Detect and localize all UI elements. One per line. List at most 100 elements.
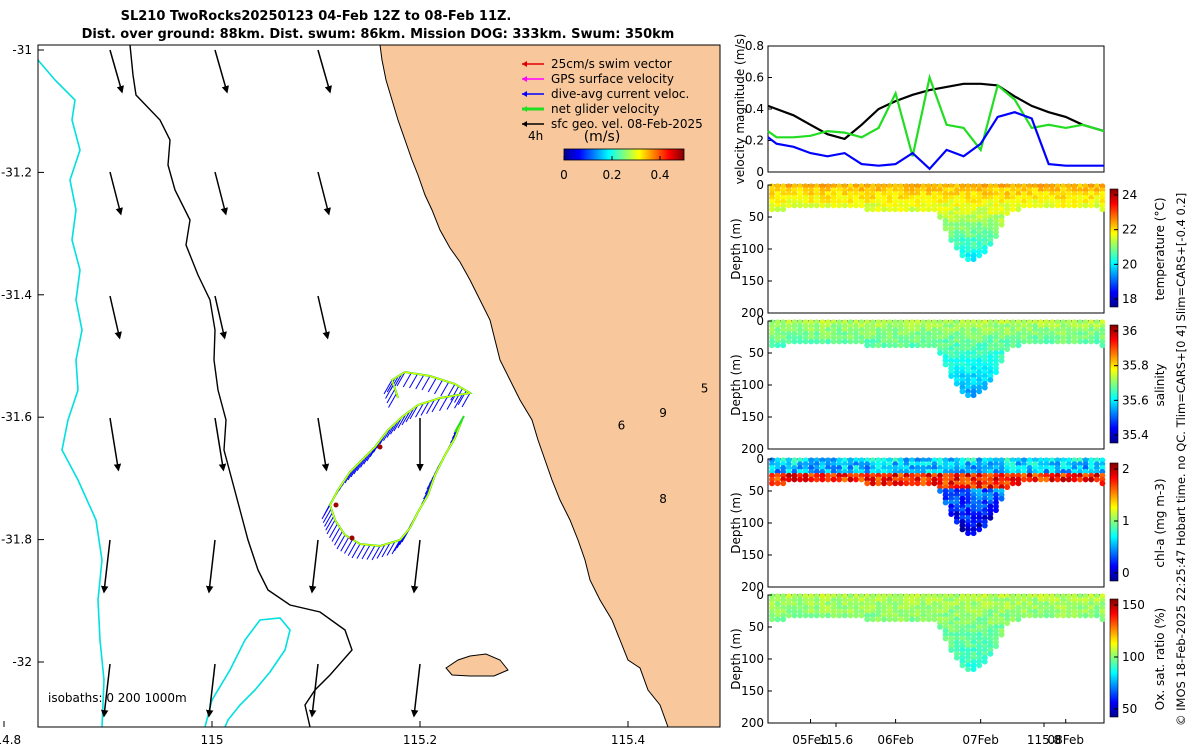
section-sample: [1009, 342, 1016, 349]
map-lon-tick-labels: 114.8 115 115.2 115.4 115.6 115.8: [0, 721, 1061, 747]
section-sample: [925, 342, 932, 349]
legend-arrowhead: [522, 61, 527, 67]
dive-avg-current-vector: [450, 386, 460, 401]
colorbar-label: chl-a (mg m-3): [1153, 478, 1167, 567]
colorbar-label: Ox. sat. ratio (%): [1153, 608, 1167, 710]
section-sample: [769, 480, 775, 487]
lat-tick-label: -31.4: [1, 288, 32, 302]
colorbar-tick: 35.8: [1122, 359, 1149, 373]
section-sample: [1026, 612, 1033, 619]
depth-ytick: 0: [756, 452, 764, 466]
section-sample: [780, 342, 787, 349]
depth-ytick: 100: [741, 652, 764, 666]
section-sample: [774, 206, 781, 213]
section-sample: [959, 662, 966, 669]
section-sample: [1004, 346, 1011, 353]
section-sample: [1021, 612, 1027, 619]
velocity-axes: [767, 45, 1105, 173]
section-sample: [1088, 476, 1095, 483]
legend-arrowhead: [522, 91, 527, 97]
section-sample: [881, 342, 887, 349]
section-sample: [847, 612, 854, 619]
section-sample: [965, 256, 971, 263]
section-sample: [841, 612, 848, 619]
section-sample: [1060, 476, 1067, 483]
section-panel: 0 50 100 150 200 Depth (m) 50 100 150 Ox. sat. ra…: [729, 588, 1167, 730]
section-sample: [897, 206, 904, 213]
section-sample: [1021, 476, 1027, 483]
legend-arrowhead: [522, 106, 527, 112]
net-glider-track: [328, 370, 473, 548]
section-sample: [1082, 338, 1089, 345]
dive-avg-current-vector: [325, 516, 335, 531]
section-sample: [931, 480, 938, 487]
dive-avg-current-vector: [322, 508, 332, 523]
colorbar-tick: 35.4: [1122, 428, 1149, 442]
section-sample: [1060, 202, 1067, 209]
section-sample: [1049, 202, 1055, 209]
section-sample: [1037, 476, 1044, 483]
section-sample: [942, 635, 949, 642]
section-sample: [1060, 338, 1067, 345]
legend-arrowhead: [522, 76, 527, 82]
lon-tick-label: 115.2: [403, 733, 437, 747]
day-label: 5: [701, 382, 709, 396]
section-sample: [785, 476, 792, 483]
geo-velocity-arrow: [109, 417, 122, 472]
section-sample: [953, 518, 960, 525]
velocity-series-line: [767, 82, 1105, 141]
section-sample: [1082, 202, 1089, 209]
geo-velocity-arrow: [205, 539, 216, 594]
section-sample: [813, 476, 820, 483]
colorbar-label: salinity: [1153, 363, 1167, 406]
section-sample: [797, 338, 803, 345]
dive-avg-current-vector: [386, 388, 396, 404]
dive-avg-current-vector: [324, 512, 333, 527]
section-sample: [920, 206, 927, 213]
section-sample: [858, 612, 865, 619]
section-sample: [881, 206, 887, 213]
section-sample: [858, 202, 865, 209]
section-sample: [914, 480, 921, 487]
section-sample: [808, 476, 815, 483]
section-sample: [1065, 612, 1072, 619]
section-sample: [791, 476, 798, 483]
time-tick-label: 07Feb: [962, 733, 999, 747]
section-sample: [875, 616, 882, 623]
section-sample: [903, 342, 910, 349]
section-sample: [903, 480, 910, 487]
time-tick-label: 08Feb: [1047, 733, 1084, 747]
swim-vector-marker: [333, 502, 339, 508]
section-sample: [953, 654, 960, 661]
legend-label: 25cm/s swim vector: [551, 57, 672, 71]
section-sample: [993, 369, 999, 376]
section-sample: [875, 480, 882, 487]
dive-avg-current-vector: [366, 545, 376, 560]
section-sample: [802, 612, 809, 619]
lon-tick-label: 115.4: [611, 733, 645, 747]
legend-label: sfc geo. vel. 08-Feb-2025: [551, 117, 703, 131]
section-sample: [920, 480, 927, 487]
dive-avg-current-vector: [421, 375, 431, 391]
section-sample: [914, 616, 921, 623]
section-sample: [959, 252, 966, 259]
depth-ylabel: Depth (m): [729, 492, 743, 553]
section-sample: [948, 373, 955, 379]
geostrophic-velocity-arrows: [100, 49, 424, 718]
section-sample: [920, 342, 927, 349]
section-sample: [886, 342, 893, 349]
geo-velocity-arrow: [214, 171, 228, 216]
velocity-series-line: [767, 73, 1105, 157]
section-sample: [774, 342, 781, 349]
section-sample: [819, 338, 826, 345]
section-sample: [836, 612, 843, 619]
section-sample: [1054, 338, 1061, 345]
map-frame: [37, 44, 721, 728]
dive-avg-current-vector: [440, 381, 450, 397]
map-colorbar-title: (m/s): [584, 129, 621, 145]
section-sample: [791, 338, 798, 345]
colorbar-tick: 20: [1122, 257, 1137, 271]
colorbar-tick: 18: [1122, 292, 1137, 306]
